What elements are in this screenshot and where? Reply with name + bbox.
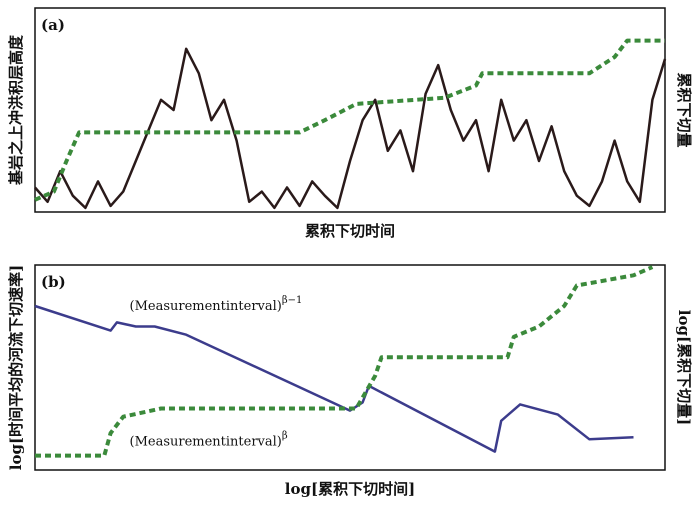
plot-frame [34,7,666,213]
panel-label: (b) [41,273,66,291]
annotation: (Measurementinterval)β [130,430,288,449]
annotation: (Measurementinterval)β−1 [130,295,303,314]
x-axis-label: log[累积下切时间] [285,480,415,498]
annotation-text: (Measurementinterval) [130,434,282,449]
series-line [34,304,634,453]
y-axis-label: 基岩之上冲洪积层高度 [7,34,25,186]
panel-label: (a) [41,16,65,34]
plot-frame [34,264,666,471]
annotation-sup: β−1 [282,295,303,306]
y-axis-label: log[时间平均的河流下切速率] [7,265,25,470]
x-axis-label: 累积下切时间 [305,222,395,240]
series-line [34,47,667,210]
series-line [35,265,654,458]
y2-axis-label: log[累积下切量] [675,310,693,425]
annotation-text: (Measurementinterval) [130,299,282,314]
series-line [34,38,665,202]
annotation-sup: β [282,430,288,441]
y2-axis-label: 累积下切量 [675,72,693,147]
